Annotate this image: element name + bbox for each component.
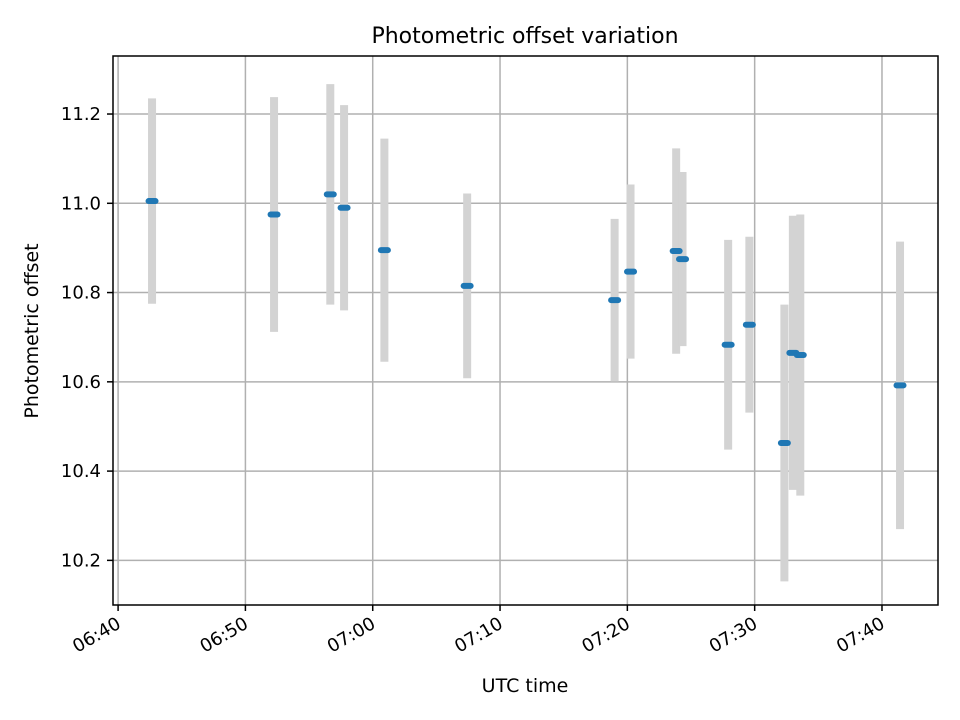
plot-frame	[112, 55, 939, 606]
x-tick-label: 07:10	[451, 613, 506, 657]
y-axis-ticks: 10.2 10.4 10.6 10.8 11.0 11.2	[61, 104, 113, 571]
grid	[113, 56, 938, 605]
data-markers	[145, 191, 907, 446]
x-tick-label: 07:20	[578, 613, 633, 657]
y-tick-label: 10.4	[61, 461, 101, 482]
error-bars	[148, 84, 905, 582]
chart-title: Photometric offset variation	[371, 24, 678, 49]
x-tick-label: 07:30	[706, 613, 761, 657]
x-axis-label: UTC time	[482, 675, 569, 697]
y-tick-label: 11.2	[61, 104, 101, 125]
y-tick-label: 11.0	[61, 193, 101, 214]
x-axis-ticks: 06:40 06:50 07:00 07:10 07:20 07:30 07:40	[69, 605, 888, 657]
x-tick-label: 07:00	[324, 613, 379, 657]
x-tick-label: 06:40	[69, 613, 124, 657]
y-axis-label: Photometric offset	[21, 243, 43, 418]
y-tick-label: 10.2	[61, 550, 101, 571]
y-tick-label: 10.6	[61, 372, 101, 393]
x-tick-label: 07:40	[833, 613, 888, 657]
y-tick-label: 10.8	[61, 283, 101, 304]
x-tick-label: 06:50	[196, 613, 251, 657]
